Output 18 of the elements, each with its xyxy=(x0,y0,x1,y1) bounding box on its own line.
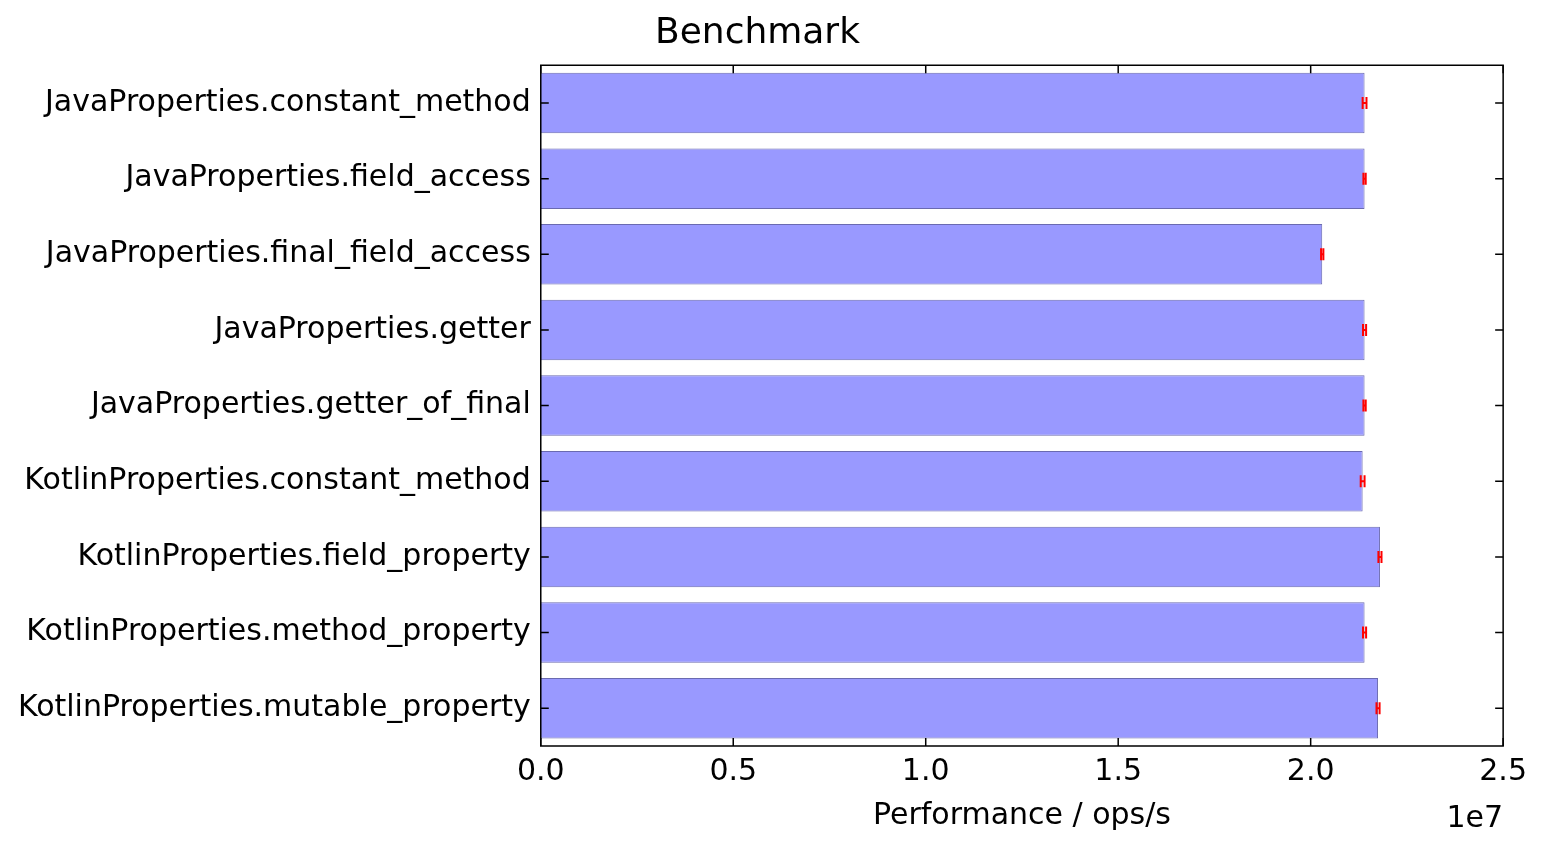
y-tick-label: JavaProperties.constant_method xyxy=(42,82,531,118)
y-tick-label: JavaProperties.final_field_access xyxy=(43,234,531,270)
x-tick-label: 1.0 xyxy=(901,751,950,787)
x-tick-label: 1.5 xyxy=(1094,751,1143,787)
chart-title: Benchmark xyxy=(654,9,861,51)
x-tick-label: 0.0 xyxy=(516,751,565,787)
x-axis-title: Performance / ops/s xyxy=(872,795,1171,831)
y-tick-label: KotlinProperties.method_property xyxy=(26,612,531,648)
x-tick-label: 2.5 xyxy=(1479,751,1527,787)
y-tick-label: KotlinProperties.constant_method xyxy=(24,461,531,497)
y-tick-label: KotlinProperties.field_property xyxy=(77,536,531,572)
y-tick-label: JavaProperties.getter xyxy=(212,309,532,345)
text: 1e7 xyxy=(1446,798,1504,834)
y-tick-label: KotlinProperties.mutable_property xyxy=(17,687,531,723)
x-tick-label: 2.0 xyxy=(1286,751,1335,787)
x-tick-label: 0.5 xyxy=(709,751,758,787)
y-tick-label: JavaProperties.field_access xyxy=(123,158,531,194)
y-tick-label: JavaProperties.getter_of_final xyxy=(88,385,531,421)
